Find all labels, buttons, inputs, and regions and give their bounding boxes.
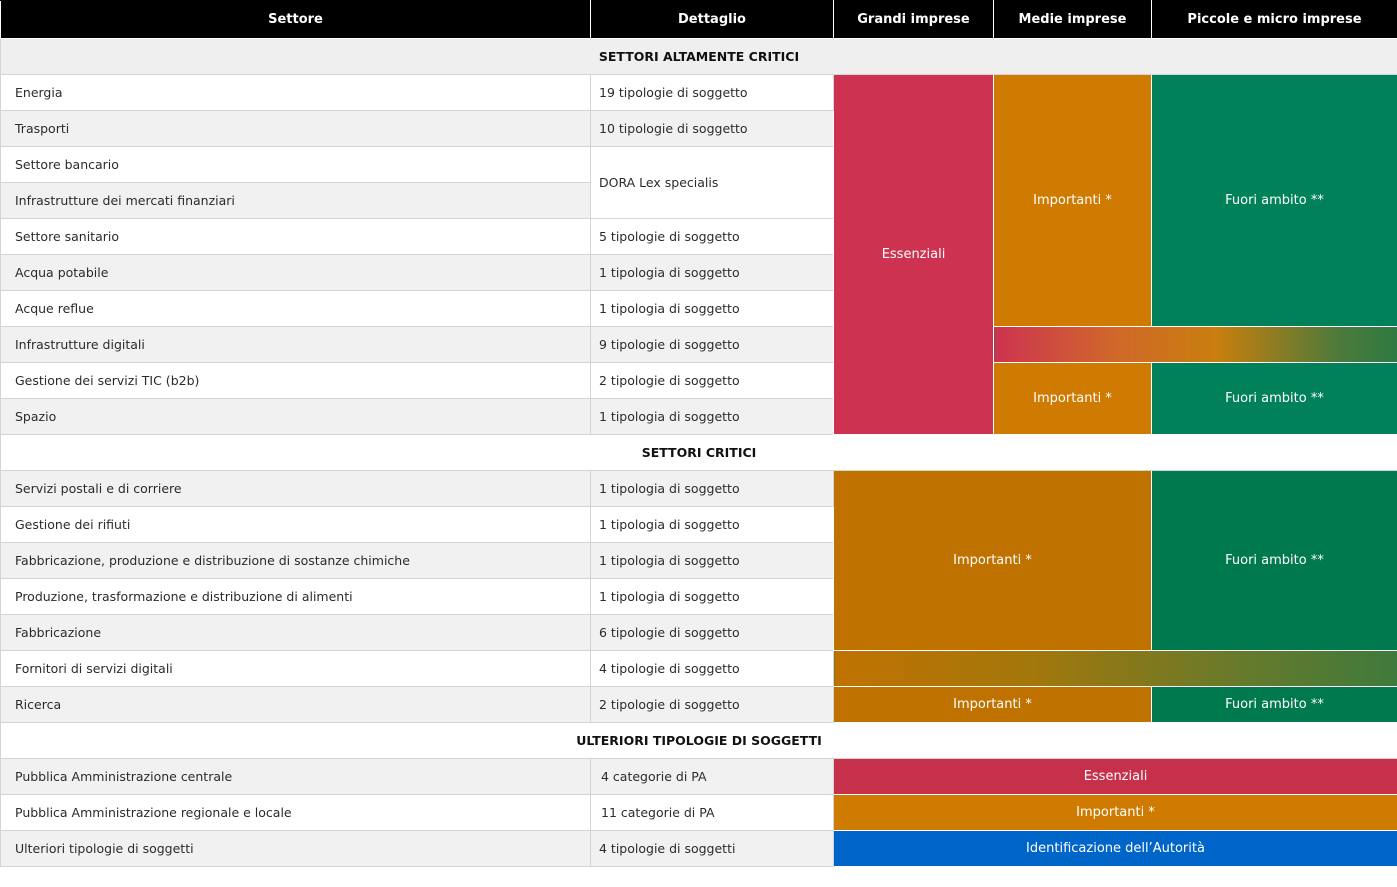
sector-cell: Energia	[0, 74, 591, 111]
category-out-of-scope-small: Fuori ambito **	[1151, 362, 1397, 435]
detail-cell: 1 tipologia di soggetto	[590, 470, 834, 507]
sector-cell: Ulteriori tipologie di soggetti	[0, 830, 591, 867]
table-row: Infrastrutture dei mercati finanziari	[0, 182, 1397, 219]
table-row: Trasporti 10 tipologie di soggetto	[0, 110, 1397, 147]
detail-cell: 19 tipologie di soggetto	[590, 74, 834, 111]
col-header-medium: Medie imprese	[993, 0, 1152, 39]
sector-cell: Gestione dei servizi TIC (b2b)	[0, 362, 591, 399]
section-row-highly-critical: SETTORI ALTAMENTE CRITICI	[0, 38, 1397, 75]
table-row: Acque reflue 1 tipologia di soggetto	[0, 290, 1397, 327]
sector-cell: Fabbricazione, produzione e distribuzion…	[0, 542, 591, 579]
sector-cell: Acque reflue	[0, 290, 591, 327]
table-row: Servizi postali e di corriere 1 tipologi…	[0, 470, 1397, 651]
section-title: ULTERIORI TIPOLOGIE DI SOGGETTI	[0, 722, 1397, 759]
sector-cell: Settore bancario	[0, 146, 591, 183]
category-out-of-scope-small: Fuori ambito **	[1151, 74, 1397, 327]
section-title: SETTORI ALTAMENTE CRITICI	[0, 38, 1397, 75]
col-header-small: Piccole e micro imprese	[1151, 0, 1397, 39]
category-important-large-medium: Importanti *	[833, 470, 1152, 651]
detail-cell: 10 tipologie di soggetto	[590, 110, 834, 147]
category-important-medium: Importanti *	[993, 74, 1152, 327]
category-essential-all: Essenziali	[833, 758, 1397, 795]
detail-cell: 1 tipologia di soggetto	[590, 254, 834, 291]
table-row: Ricerca 2 tipologie di soggetto Importan…	[0, 686, 1397, 723]
table-row: Pubblica Amministrazione centrale 4 cate…	[0, 758, 1397, 795]
table-row: Settore sanitario 5 tipologie di soggett…	[0, 218, 1397, 255]
sector-cell: Infrastrutture dei mercati finanziari	[0, 182, 591, 219]
detail-cell: 4 tipologie di soggetti	[590, 830, 834, 867]
sector-cell: Gestione dei rifiuti	[0, 506, 591, 543]
sector-cell: Trasporti	[0, 110, 591, 147]
detail-cell: 11 categorie di PA	[590, 794, 834, 831]
sector-cell: Servizi postali e di corriere	[0, 470, 591, 507]
table-row: Spazio 1 tipologia di soggetto	[0, 398, 1397, 435]
detail-cell: 2 tipologie di soggetto	[590, 362, 834, 399]
sector-cell: Ricerca	[0, 686, 591, 723]
table-row: Ulteriori tipologie di soggetti 4 tipolo…	[0, 830, 1397, 867]
table-row: Infrastrutture digitali 9 tipologie di s…	[0, 326, 1397, 363]
sector-cell: Fabbricazione	[0, 614, 591, 651]
table-row: Produzione, trasformazione e distribuzio…	[0, 578, 1397, 615]
sector-cell: Spazio	[0, 398, 591, 435]
detail-cell: 1 tipologia di soggetto	[590, 506, 834, 543]
sector-cell: Infrastrutture digitali	[0, 326, 591, 363]
detail-cell: 1 tipologia di soggetto	[590, 542, 834, 579]
detail-cell: 9 tipologie di soggetto	[590, 326, 834, 363]
sector-cell: Acqua potabile	[0, 254, 591, 291]
table-row: Fabbricazione, produzione e distribuzion…	[0, 542, 1397, 579]
table-row: Acqua potabile 1 tipologia di soggetto	[0, 254, 1397, 291]
table-row: Fornitori di servizi digitali 4 tipologi…	[0, 650, 1397, 687]
detail-cell: 1 tipologia di soggetto	[590, 398, 834, 435]
category-important-medium: Importanti *	[993, 362, 1152, 435]
nis2-classification-table: Settore Dettaglio Grandi imprese Medie i…	[0, 0, 1397, 867]
category-out-of-scope-small: Fuori ambito **	[1151, 686, 1397, 723]
header-row: Settore Dettaglio Grandi imprese Medie i…	[0, 0, 1397, 39]
detail-cell: 1 tipologia di soggetto	[590, 290, 834, 327]
sector-cell: Fornitori di servizi digitali	[0, 650, 591, 687]
table-row: Energia 19 tipologie di soggetto Essenzi…	[0, 74, 1397, 435]
table-row: Gestione dei servizi TIC (b2b) 2 tipolog…	[0, 362, 1397, 435]
col-header-detail: Dettaglio	[590, 0, 834, 39]
detail-cell: 4 tipologie di soggetto	[590, 650, 834, 687]
table-row: Pubblica Amministrazione regionale e loc…	[0, 794, 1397, 831]
section-row-critical: SETTORI CRITICI	[0, 434, 1397, 471]
category-out-of-scope-small: Fuori ambito **	[1151, 470, 1397, 651]
detail-cell: 4 categorie di PA	[590, 758, 834, 795]
table-row: Settore bancario DORA Lex specialis	[0, 146, 1397, 219]
category-important-large-medium: Importanti *	[833, 686, 1152, 723]
detail-cell: 2 tipologie di soggetto	[590, 686, 834, 723]
sector-cell: Settore sanitario	[0, 218, 591, 255]
category-gradient-band	[833, 650, 1397, 687]
col-header-large: Grandi imprese	[833, 0, 994, 39]
detail-cell: 6 tipologie di soggetto	[590, 614, 834, 651]
section-title: SETTORI CRITICI	[0, 434, 1397, 471]
section-row-further: ULTERIORI TIPOLOGIE DI SOGGETTI	[0, 722, 1397, 759]
category-authority-identification: Identificazione dell’Autorità	[833, 830, 1397, 867]
detail-cell: 5 tipologie di soggetto	[590, 218, 834, 255]
sector-cell: Pubblica Amministrazione regionale e loc…	[0, 794, 591, 831]
detail-cell: 1 tipologia di soggetto	[590, 578, 834, 615]
category-important-all: Importanti *	[833, 794, 1397, 831]
category-gradient-band	[993, 326, 1397, 363]
col-header-sector: Settore	[0, 0, 591, 39]
category-essential-large: Essenziali	[833, 74, 994, 435]
detail-cell: DORA Lex specialis	[590, 146, 834, 219]
sector-cell: Pubblica Amministrazione centrale	[0, 758, 591, 795]
sector-cell: Produzione, trasformazione e distribuzio…	[0, 578, 591, 615]
